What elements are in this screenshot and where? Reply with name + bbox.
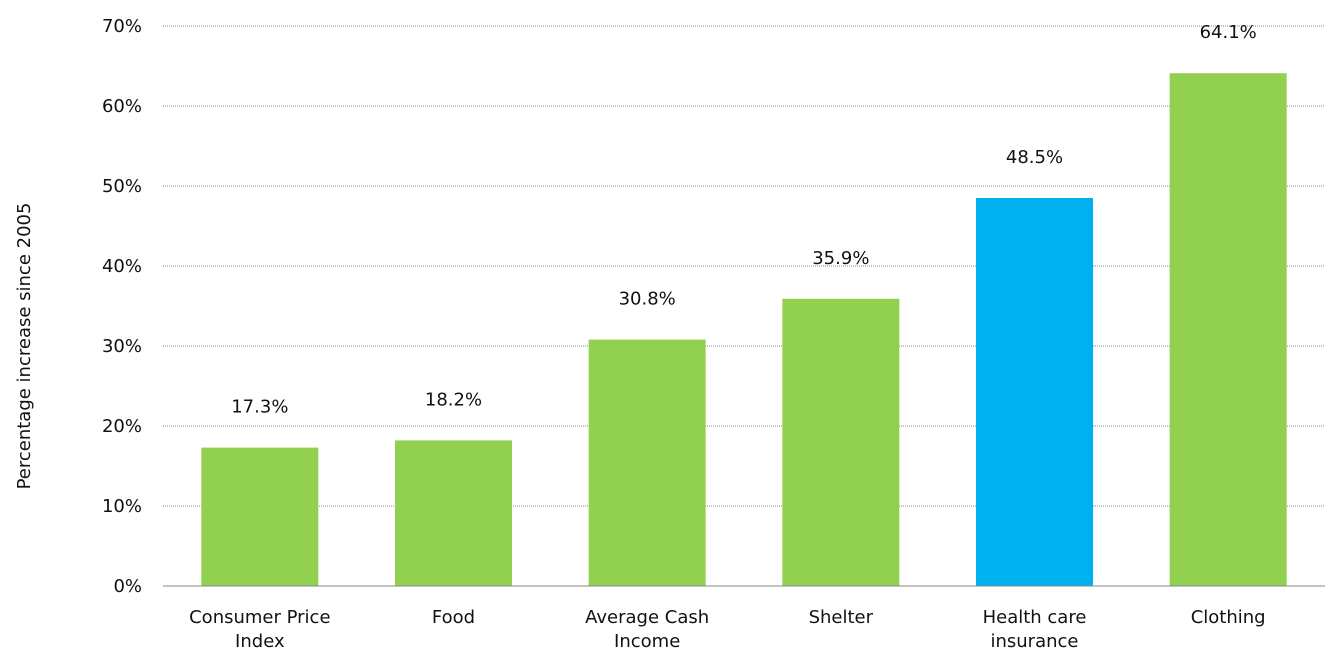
x-tick-label: Clothing [1191,607,1266,628]
bar [976,198,1093,586]
data-label: 35.9% [812,248,869,269]
y-tick-label: 40% [102,256,142,277]
data-label: 64.1% [1200,22,1257,43]
y-tick-label: 20% [102,416,142,437]
x-tick-label: Health care insurance [983,607,1087,651]
x-tick-label: Consumer Price Index [189,607,330,651]
bar [588,339,706,586]
x-axis-labels: Consumer Price Index Food Average Cash Incom… [189,607,1265,651]
bars [201,73,1287,586]
data-label: 17.3% [231,397,288,418]
data-label: 48.5% [1006,147,1063,168]
y-tick-label: 70% [102,16,142,37]
data-label: 18.2% [425,389,482,410]
y-tick-label: 0% [113,576,142,597]
x-tick-label: Shelter [809,607,874,628]
y-axis-ticks: 0% 10% 20% 30% 40% 50% 60% 70% [102,16,142,597]
y-tick-label: 60% [102,96,142,117]
y-tick-label: 30% [102,336,142,357]
x-tick-label: Average Cash Income [585,607,709,651]
bar [1169,73,1287,586]
gridlines [163,25,1325,507]
data-label: 30.8% [619,289,676,310]
bar [201,447,319,586]
x-tick-label: Food [432,607,475,628]
bar [395,440,512,586]
data-labels: 17.3% 18.2% 30.8% 35.9% 48.5% 64.1% [231,22,1257,417]
y-axis-label: Percentage increase since 2005 [14,203,35,490]
y-tick-label: 50% [102,176,142,197]
y-tick-label: 10% [102,496,142,517]
bar [782,298,900,586]
